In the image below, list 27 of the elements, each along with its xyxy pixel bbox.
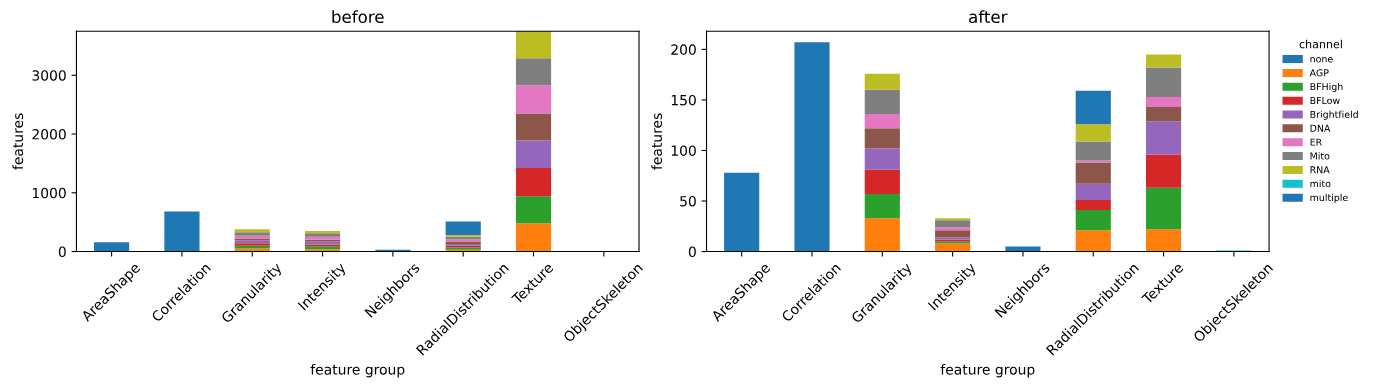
y-tick-label: 100: [671, 145, 696, 156]
y-tick-label: 1000: [32, 187, 66, 199]
y-axis-title: features: [651, 113, 663, 170]
x-axis-title: feature group: [310, 363, 405, 378]
legend-label: Brightfield: [1310, 110, 1358, 120]
legend-title: channel: [1299, 39, 1342, 49]
legend-label: Mito: [1310, 152, 1330, 160]
y-tick-label: 150: [671, 94, 696, 106]
y-tick-label: 50: [680, 195, 696, 207]
legend-label: RNA: [1310, 166, 1330, 174]
y-axis-title: features: [12, 113, 24, 170]
legend-label: multiple: [1310, 193, 1348, 203]
legend-label: AGP: [1309, 69, 1329, 77]
legend-label: BFHigh: [1310, 82, 1343, 93]
y-tick-label: 200: [671, 44, 696, 55]
chart-title: before: [332, 10, 384, 24]
y-tick-label: 3000: [32, 70, 66, 81]
legend-label: BFLow: [1310, 97, 1340, 105]
y-tick-label: 0: [58, 246, 66, 258]
legend-label: ER: [1310, 138, 1322, 146]
legend-label: none: [1310, 57, 1333, 63]
y-tick-label: 0: [688, 246, 696, 258]
x-axis-title: feature group: [940, 363, 1035, 378]
legend-label: mito: [1310, 179, 1331, 188]
legend-label: DNA: [1310, 124, 1331, 132]
y-tick-label: 2000: [32, 129, 66, 140]
chart-title: after: [969, 10, 1008, 24]
